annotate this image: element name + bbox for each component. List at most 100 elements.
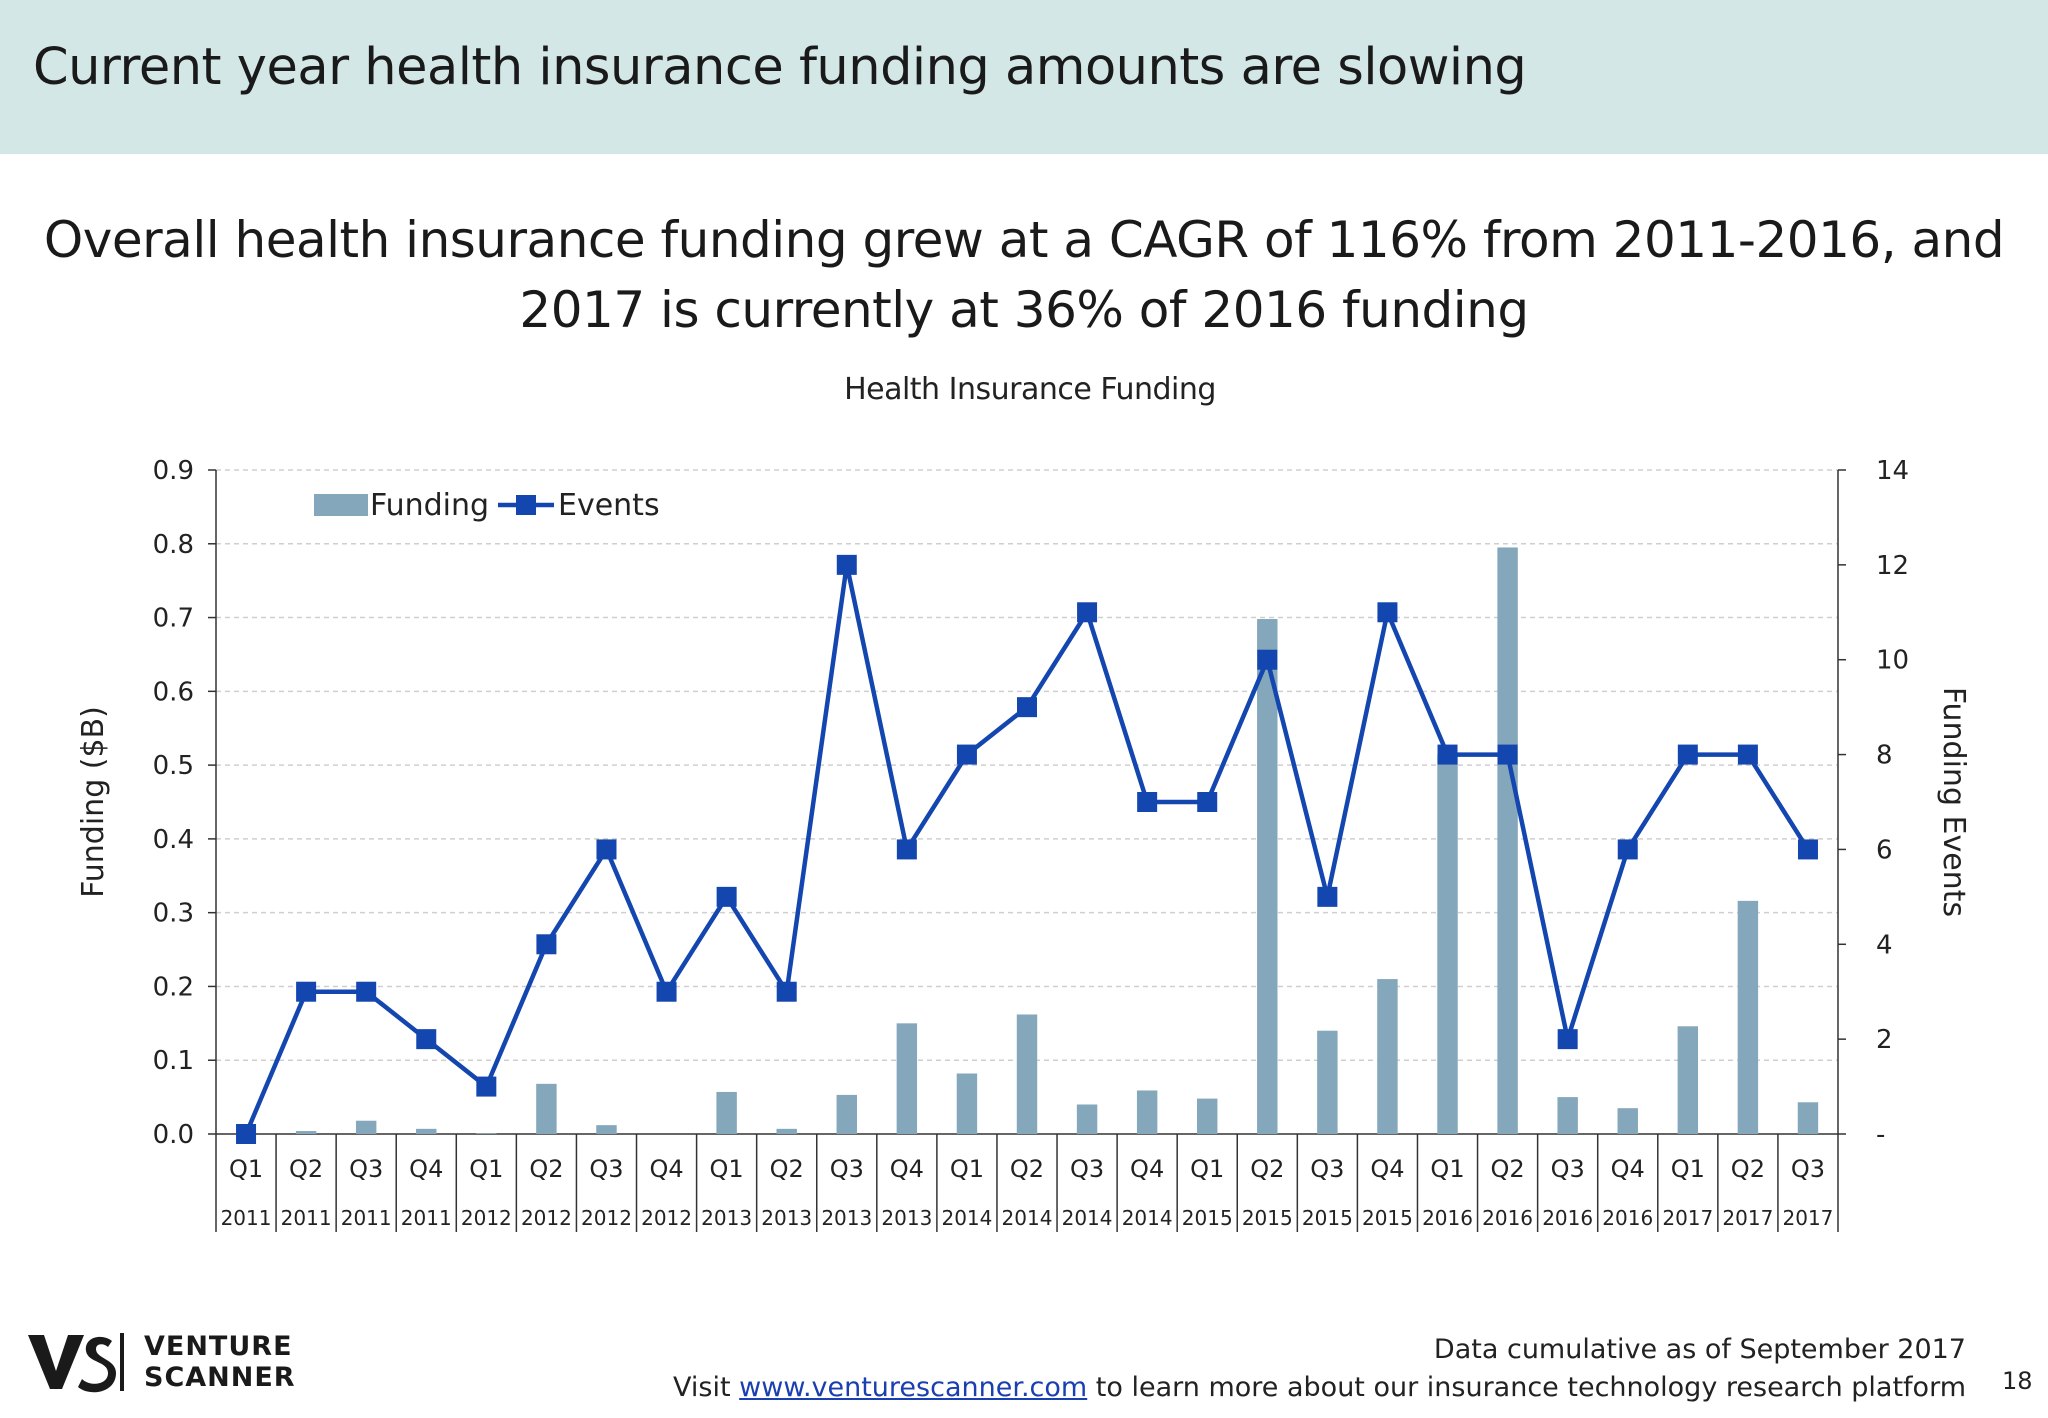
x-tick-label-year: 2011 <box>281 1206 332 1230</box>
slide-subtitle: Overall health insurance funding grew at… <box>0 205 2048 345</box>
x-tick-label-quarter: Q3 <box>830 1155 864 1183</box>
subtitle-line-2: 2017 is currently at 36% of 2016 funding <box>519 281 1529 339</box>
funding-bar <box>1737 900 1759 1134</box>
y-tick-label: 0.3 <box>153 899 194 929</box>
y-tick-label: 0.7 <box>153 604 194 634</box>
funding-bar <box>1797 1102 1819 1134</box>
x-tick-label-year: 2013 <box>701 1206 752 1230</box>
funding-bar <box>1257 619 1278 1134</box>
x-tick-label-quarter: Q1 <box>229 1155 263 1183</box>
funding-bar <box>1677 1026 1699 1134</box>
events-marker <box>1497 744 1518 765</box>
x-tick-label-year: 2016 <box>1542 1206 1593 1230</box>
y-axis-title: Funding ($B) <box>76 706 111 898</box>
x-tick-label-quarter: Q2 <box>770 1155 804 1183</box>
y-tick-label: 0.5 <box>153 751 194 781</box>
subtitle-line-1: Overall health insurance funding grew at… <box>43 211 2005 269</box>
x-tick-label-quarter: Q3 <box>349 1155 383 1183</box>
legend-label-funding: Funding <box>370 488 489 523</box>
x-tick-label-quarter: Q1 <box>1671 1155 1705 1183</box>
events-marker <box>1617 839 1638 860</box>
events-marker <box>476 1076 497 1097</box>
events-marker <box>1797 839 1818 860</box>
y2-tick-label: 12 <box>1876 551 1909 581</box>
x-tick-label-year: 2014 <box>941 1206 992 1230</box>
x-tick-label-quarter: Q3 <box>1310 1155 1344 1183</box>
logo-text-venture: VENTURE <box>144 1331 293 1362</box>
funding-bar <box>776 1128 797 1134</box>
x-tick-label-year: 2011 <box>221 1206 272 1230</box>
x-tick-label-year: 2015 <box>1182 1206 1233 1230</box>
y-tick-label: 0.1 <box>153 1046 194 1076</box>
x-tick-label-quarter: Q1 <box>950 1155 984 1183</box>
funding-bar <box>1076 1104 1098 1134</box>
x-tick-label-year: 2017 <box>1783 1206 1834 1230</box>
legend-swatch-events-marker <box>516 495 536 515</box>
funding-bar <box>896 1023 918 1134</box>
funding-bar <box>956 1073 978 1134</box>
visit-note: Visit www.venturescanner.com to learn mo… <box>673 1372 1966 1403</box>
x-tick-label-year: 2015 <box>1302 1206 1353 1230</box>
x-tick-label-year: 2016 <box>1422 1206 1473 1230</box>
funding-bar <box>1317 1030 1338 1134</box>
x-tick-label-quarter: Q3 <box>1551 1155 1585 1183</box>
funding-bar <box>1016 1014 1038 1134</box>
x-tick-label-quarter: Q1 <box>1190 1155 1224 1183</box>
funding-bar <box>295 1131 317 1134</box>
events-marker <box>1317 886 1338 907</box>
page-title: Current year health insurance funding am… <box>33 38 1527 97</box>
events-marker <box>236 1124 257 1144</box>
x-tick-label-year: 2011 <box>401 1206 452 1230</box>
events-marker <box>1137 792 1158 812</box>
visit-suffix: to learn more about our insurance techno… <box>1087 1372 1966 1403</box>
y-tick-label: 0.0 <box>153 1120 194 1150</box>
y2-tick-label: 2 <box>1876 1025 1893 1055</box>
funding-bar <box>1557 1097 1578 1134</box>
events-marker <box>1737 744 1758 765</box>
y2-tick-label: 10 <box>1876 646 1909 676</box>
x-tick-label-year: 2016 <box>1482 1206 1533 1230</box>
funding-bar <box>1497 547 1518 1134</box>
x-tick-label-year: 2014 <box>1062 1206 1113 1230</box>
events-marker <box>536 934 557 955</box>
x-tick-label-year: 2012 <box>581 1206 632 1230</box>
page-number: 18 <box>2002 1367 2033 1395</box>
y2-tick-label: 6 <box>1876 835 1893 865</box>
y-tick-label: 0.4 <box>153 825 194 855</box>
funding-bar <box>1136 1090 1158 1134</box>
y2-tick-label: 14 <box>1876 456 1909 486</box>
funding-bar <box>716 1091 737 1134</box>
x-tick-label-quarter: Q3 <box>1070 1155 1104 1183</box>
events-marker <box>716 886 737 907</box>
x-tick-label-year: 2016 <box>1602 1206 1653 1230</box>
funding-bar <box>596 1125 617 1134</box>
x-tick-label-quarter: Q1 <box>710 1155 744 1183</box>
x-tick-label-quarter: Q2 <box>1010 1155 1044 1183</box>
funding-bar <box>1437 754 1458 1134</box>
data-note: Data cumulative as of September 2017 <box>1433 1334 1966 1365</box>
funding-bar <box>355 1120 377 1134</box>
x-tick-label-year: 2014 <box>1122 1206 1173 1230</box>
funding-bar <box>1377 979 1398 1134</box>
x-tick-label-quarter: Q4 <box>1611 1155 1645 1183</box>
y2-tick-label: 8 <box>1876 741 1893 771</box>
x-tick-label-quarter: Q4 <box>890 1155 924 1183</box>
x-tick-label-year: 2011 <box>341 1206 392 1230</box>
events-marker <box>1257 649 1278 670</box>
events-marker <box>1197 792 1218 812</box>
events-marker <box>1377 602 1398 623</box>
x-tick-label-quarter: Q2 <box>529 1155 563 1183</box>
y2-axis-title: Funding Events <box>1936 687 1971 917</box>
venturescanner-link[interactable]: www.venturescanner.com <box>739 1372 1088 1403</box>
legend-swatch-funding <box>314 494 368 516</box>
funding-bar <box>1197 1098 1218 1134</box>
events-marker <box>896 839 917 860</box>
y-tick-label: 0.2 <box>153 972 194 1002</box>
events-marker <box>1557 1029 1578 1050</box>
events-marker <box>656 981 677 1002</box>
events-marker <box>1077 602 1098 623</box>
x-tick-label-quarter: Q2 <box>289 1155 323 1183</box>
visit-prefix: Visit <box>673 1372 740 1403</box>
events-marker <box>1437 744 1458 765</box>
